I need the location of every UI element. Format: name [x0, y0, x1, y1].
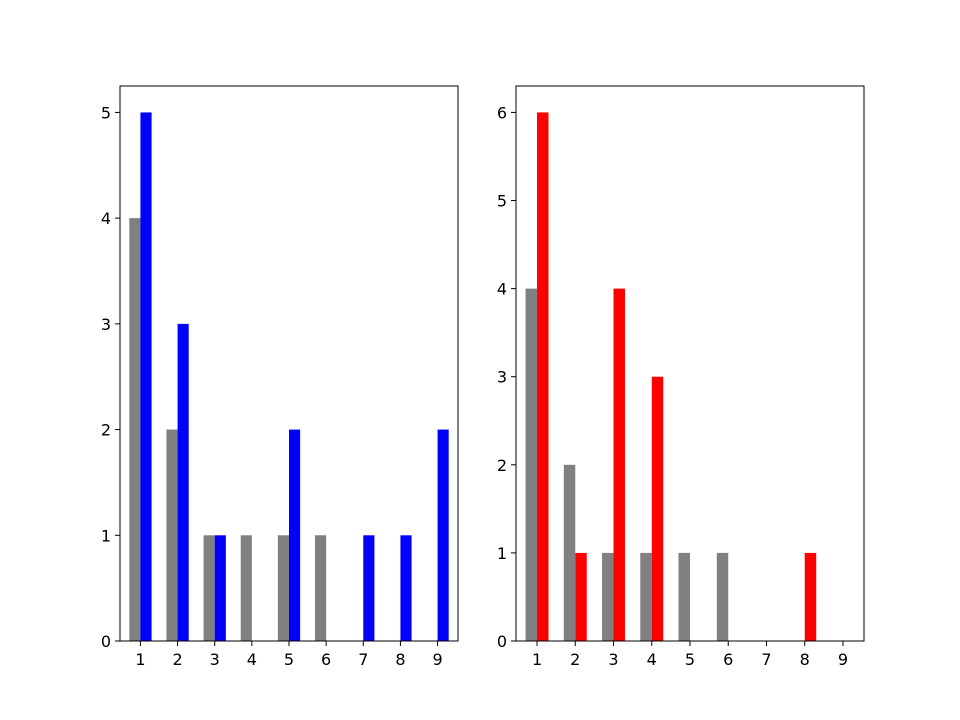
- left-y-tick-label-1: 1: [101, 526, 111, 545]
- left-bar-series1-2: [166, 429, 178, 641]
- right-y-tick-label-6: 6: [497, 103, 507, 122]
- right-y-tick-label-3: 3: [497, 368, 507, 387]
- right-x-tick-label-4: 4: [647, 650, 657, 669]
- left-y-tick-label-5: 5: [101, 103, 111, 122]
- right-y-tick-label-5: 5: [497, 192, 507, 211]
- right-bar-series2-1: [537, 112, 549, 642]
- right-bar-series2-8: [804, 552, 817, 641]
- right-bar-series1-3: [602, 552, 614, 641]
- right-bar-series1-6: [716, 552, 729, 641]
- right-bar-series2-3: [613, 288, 625, 641]
- right-x-tick-label-1: 1: [532, 650, 542, 669]
- left-bar-series2-9: [437, 429, 449, 641]
- left-x-tick-label-6: 6: [321, 650, 331, 669]
- right-x-tick-label-6: 6: [723, 650, 733, 669]
- right-bar-chart: 1 2 3 4 5 6 7 8 9 0 1 2 3 4 5 6: [497, 85, 865, 669]
- right-x-tick-label-8: 8: [800, 650, 810, 669]
- right-bar-series1-1: [525, 288, 538, 641]
- right-y-tick-label-1: 1: [497, 544, 507, 563]
- left-x-tick-label-5: 5: [284, 650, 294, 669]
- left-x-tick-label-7: 7: [358, 650, 368, 669]
- right-y-tick-label-0: 0: [497, 632, 507, 651]
- right-bar-series2-2: [575, 552, 587, 641]
- left-bar-series2-1: [140, 112, 152, 642]
- left-x-tick-label-8: 8: [395, 650, 405, 669]
- right-y-tick-label-4: 4: [497, 280, 507, 299]
- left-x-tick-label-4: 4: [247, 650, 257, 669]
- right-y-tick-label-2: 2: [497, 456, 507, 475]
- left-bar-series2-2: [177, 323, 189, 641]
- left-bar-series1-6: [315, 535, 327, 641]
- left-bar-series2-3: [214, 535, 226, 641]
- right-x-tick-label-9: 9: [838, 650, 848, 669]
- right-x-tick-label-3: 3: [608, 650, 618, 669]
- right-x-tick-label-5: 5: [685, 650, 695, 669]
- left-x-tick-label-3: 3: [210, 650, 220, 669]
- left-bar-series2-8: [400, 535, 412, 641]
- left-x-tick-label-2: 2: [172, 650, 182, 669]
- left-bar-series1-4: [240, 535, 252, 641]
- right-x-tick-label-7: 7: [761, 650, 771, 669]
- left-y-tick-label-3: 3: [101, 315, 111, 334]
- right-bar-series1-5: [678, 552, 690, 641]
- left-y-tick-label-4: 4: [101, 209, 111, 228]
- left-bar-series2-7: [363, 535, 375, 641]
- left-bar-chart: 1 2 3 4 5 6 7 8 9 0 1 2 3 4 5: [101, 85, 459, 669]
- left-x-tick-label-9: 9: [432, 650, 442, 669]
- left-x-tick-label-1: 1: [135, 650, 145, 669]
- left-bar-series2-5: [289, 429, 301, 641]
- right-bar-series1-2: [563, 464, 576, 641]
- left-bar-series1-5: [277, 535, 289, 641]
- left-bar-series1-3: [203, 535, 215, 641]
- left-y-tick-label-2: 2: [101, 421, 111, 440]
- left-y-tick-label-0: 0: [101, 632, 111, 651]
- right-bar-series1-4: [640, 552, 652, 641]
- right-bar-series2-4: [651, 376, 664, 641]
- right-x-tick-label-2: 2: [570, 650, 580, 669]
- left-bar-series1-1: [129, 218, 141, 641]
